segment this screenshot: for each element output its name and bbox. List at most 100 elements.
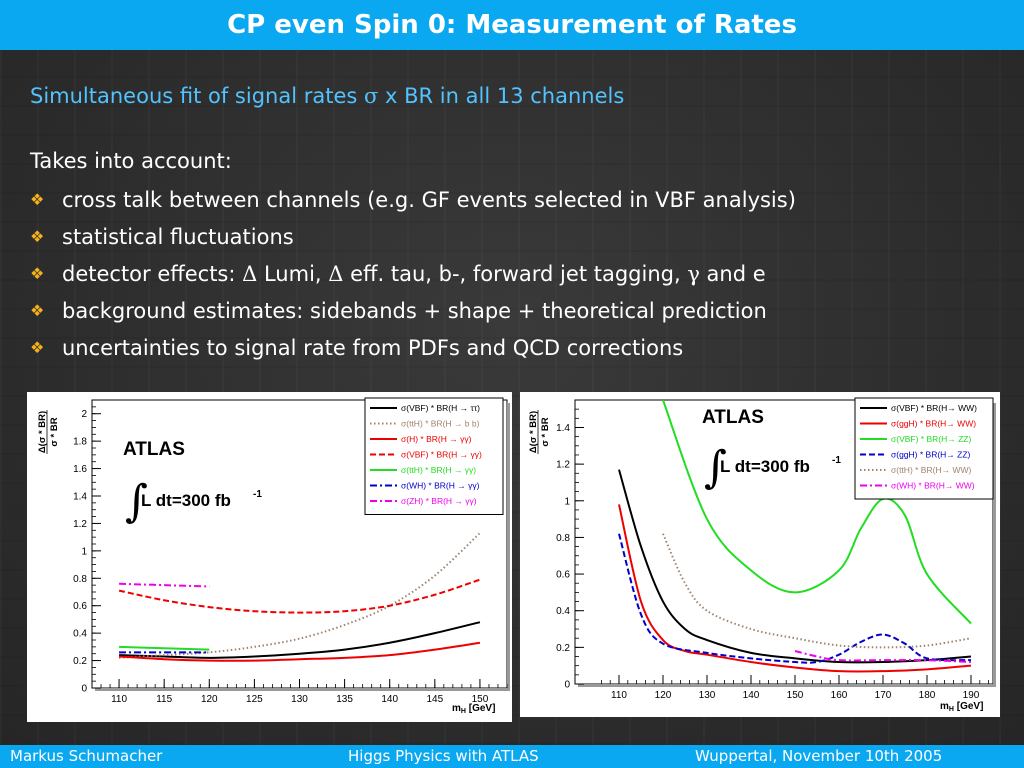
legend-label: σ(ggH) * BR(H→ ZZ) — [891, 450, 971, 460]
y-tick-label: 0.8 — [556, 533, 570, 544]
legend-label: σ(VBF) * BR(H→ ZZ) — [891, 434, 971, 444]
diamond-cluster-icon: ❖ — [30, 264, 45, 283]
series-line-4 — [119, 645, 210, 651]
y-tick-label: 0.8 — [73, 574, 87, 585]
footer-talk: Higgs Physics with ATLAS — [348, 747, 539, 765]
y-tick-label: 1 — [81, 546, 87, 557]
x-tick-label: 130 — [291, 694, 308, 705]
legend-label: σ(VBF) * BR(H → γγ) — [401, 450, 482, 460]
y-tick-label: 0.4 — [73, 629, 87, 640]
chart-svg-2: 110 120 130 140 150 160 170 180 190 0 0.2 0.4 0.6 0.8… — [528, 397, 996, 713]
x-tick-label: 110 — [111, 694, 127, 705]
x-tick-label: 135 — [336, 694, 353, 705]
legend-label: σ(VBF) * BR(H→ WW) — [891, 403, 977, 413]
delta-symbol: Δ — [328, 262, 344, 286]
frame-shadow — [578, 684, 996, 687]
x-axis-title: mH [GeV] — [452, 703, 495, 715]
x-tick-label: 115 — [156, 694, 172, 705]
legend-label: σ(ZH) * BR(H → γγ) — [401, 496, 477, 506]
y-tick-label: 1.2 — [73, 519, 87, 530]
diamond-cluster-icon: ❖ — [30, 190, 45, 209]
atlas-label: ATLAS — [702, 407, 764, 428]
series-line-5 — [794, 650, 972, 664]
gamma-symbol: γ — [687, 262, 700, 286]
title-bar: CP even Spin 0: Measurement of Rates — [0, 0, 1024, 50]
subtitle: Simultaneous fit of signal rates σ x BR … — [30, 84, 624, 108]
intro-text: Takes into account: — [30, 149, 232, 173]
y-tick-label: 0.2 — [556, 643, 570, 654]
y-axis-title-denominator: σ * BR — [49, 417, 60, 446]
integral-symbol: ∫ — [704, 442, 727, 493]
frame-shadow — [993, 403, 996, 687]
bullet-text: statistical fluctuations — [62, 225, 294, 249]
x-tick-label: 125 — [246, 694, 263, 705]
list-item: ❖ detector effects: Δ Lumi, Δ eff. tau, b… — [30, 259, 796, 296]
series-line-6 — [119, 582, 210, 588]
y-axis-title-numerator: Δ(σ * BR) — [37, 411, 48, 453]
luminosity-label: L dt=300 fb — [720, 457, 810, 476]
legend-box — [854, 397, 994, 500]
chart-svg-1: 110 115 120 125 130 135 140 145 150 0 0.2 0.4 0.6 0.8… — [37, 397, 510, 715]
x-tick-label: 120 — [201, 694, 218, 705]
page-title: CP even Spin 0: Measurement of Rates — [227, 10, 797, 40]
series-line-2 — [662, 400, 972, 625]
series-line-3 — [118, 578, 481, 614]
y-tick-label: 1 — [564, 496, 570, 507]
diamond-cluster-icon: ❖ — [30, 301, 45, 320]
luminosity-exponent: -1 — [253, 489, 262, 500]
legend-label: σ(ttH) * BR(H → γγ) — [401, 465, 476, 475]
x-tick-label: 145 — [426, 694, 443, 705]
y-axis-title-numerator: Δ(σ * BR) — [528, 411, 539, 453]
legend-label: σ(ggH) * BR(H→ WW) — [891, 419, 976, 429]
series-group — [618, 400, 972, 673]
luminosity-label: L dt=300 fb — [141, 491, 231, 510]
x-tick-label: 150 — [472, 694, 489, 705]
footer-venue: Wuppertal, November 10th 2005 — [695, 747, 943, 765]
y-tick-label: 0.2 — [73, 656, 87, 667]
x-tick-label: 120 — [655, 690, 672, 701]
y-tick-label: 0.6 — [73, 601, 87, 612]
x-axis-title: mH [GeV] — [940, 701, 983, 713]
atlas-label: ATLAS — [123, 439, 185, 460]
list-item: ❖ cross talk between channels (e.g. GF ev… — [30, 185, 796, 222]
luminosity-exponent: -1 — [832, 455, 841, 466]
list-item: ❖ background estimates: sidebands + shape… — [30, 296, 796, 333]
series-line-3 — [618, 533, 972, 664]
x-tick-label: 180 — [919, 690, 936, 701]
x-tick-label: 130 — [699, 690, 716, 701]
frame-shadow — [507, 403, 510, 691]
x-tick-label: 160 — [831, 690, 848, 701]
chart-tau-gamma-channels: 110 115 120 125 130 135 140 145 150 0 0.2 0.4 0.6 0.8… — [27, 392, 512, 722]
bullet-text: uncertainties to signal rate from PDFs a… — [62, 336, 684, 360]
diamond-cluster-icon: ❖ — [30, 338, 45, 357]
y-tick-label: 2 — [81, 409, 87, 420]
y-axis-title-denominator: σ * BR — [540, 417, 551, 446]
footer-bar: Markus Schumacher Higgs Physics with ATL… — [0, 745, 1024, 768]
legend-label: σ(WH) * BR(H → γγ) — [401, 481, 480, 491]
x-tick-label: 190 — [963, 690, 980, 701]
y-tick-label: 1.4 — [556, 423, 570, 434]
y-tick-label: 1.6 — [73, 464, 87, 475]
subtitle-text-before: Simultaneous fit of signal rates — [30, 84, 364, 108]
legend-label: σ(WH) * BR(H→ WW) — [891, 481, 975, 491]
delta-symbol: Δ — [242, 262, 258, 286]
series-line-1 — [618, 504, 972, 673]
x-tick-label: 140 — [743, 690, 760, 701]
x-tick-label: 150 — [787, 690, 804, 701]
series-line-0 — [119, 621, 481, 659]
subtitle-text-after: x BR in all 13 channels — [378, 84, 625, 108]
x-tick-label: 140 — [381, 694, 398, 705]
y-tick-label: 0.6 — [556, 570, 570, 581]
frame-shadow — [95, 688, 510, 691]
footer-author: Markus Schumacher — [10, 747, 163, 765]
y-tick-label: 1.4 — [73, 492, 87, 503]
series-group — [118, 532, 481, 662]
list-item: ❖ uncertainties to signal rate from PDFs … — [30, 333, 796, 370]
list-item: ❖ statistical fluctuations — [30, 222, 796, 259]
y-tick-label: 0 — [81, 684, 87, 695]
bullet-text: cross talk between channels (e.g. GF eve… — [62, 188, 796, 212]
legend-label: σ(H) * BR(H → γγ) — [401, 434, 472, 444]
y-tick-label: 1.8 — [73, 437, 87, 448]
x-tick-label: 170 — [875, 690, 892, 701]
y-tick-label: 0.4 — [556, 606, 570, 617]
